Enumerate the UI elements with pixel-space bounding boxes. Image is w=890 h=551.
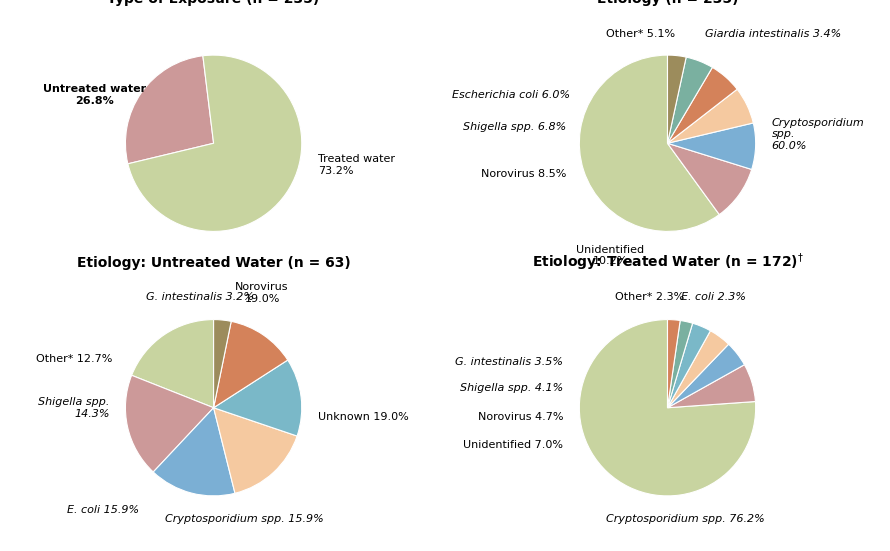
Title: Etiology: Untreated Water (n = 63): Etiology: Untreated Water (n = 63)	[77, 256, 351, 270]
Text: Shigella spp. 4.1%: Shigella spp. 4.1%	[460, 383, 563, 393]
Wedge shape	[668, 323, 710, 408]
Wedge shape	[125, 375, 214, 472]
Text: Cryptosporidium spp. 76.2%: Cryptosporidium spp. 76.2%	[606, 514, 765, 523]
Wedge shape	[214, 320, 231, 408]
Text: Other* 2.3%: Other* 2.3%	[615, 292, 684, 302]
Text: Untreated water
26.8%: Untreated water 26.8%	[43, 84, 146, 106]
Text: Unidentified 7.0%: Unidentified 7.0%	[464, 440, 563, 450]
Text: E. coli 15.9%: E. coli 15.9%	[67, 505, 139, 515]
Text: Cryptosporidium
spp.
60.0%: Cryptosporidium spp. 60.0%	[772, 118, 864, 151]
Text: Treated water
73.2%: Treated water 73.2%	[318, 154, 394, 176]
Wedge shape	[579, 320, 756, 496]
Text: Norovirus
19.0%: Norovirus 19.0%	[235, 282, 289, 304]
Text: Escherichia coli 6.0%: Escherichia coli 6.0%	[452, 90, 570, 100]
Wedge shape	[128, 55, 302, 231]
Title: Etiology: Treated Water (n = 172)$^{\dagger}$: Etiology: Treated Water (n = 172)$^{\dag…	[531, 252, 804, 273]
Wedge shape	[668, 143, 752, 214]
Text: Norovirus 8.5%: Norovirus 8.5%	[481, 169, 566, 179]
Text: E. coli 2.3%: E. coli 2.3%	[681, 292, 746, 302]
Wedge shape	[668, 365, 756, 408]
Text: Shigella spp. 6.8%: Shigella spp. 6.8%	[463, 122, 566, 132]
Text: Other* 5.1%: Other* 5.1%	[606, 29, 676, 39]
Wedge shape	[668, 321, 692, 408]
Text: Unidentified
10.2%: Unidentified 10.2%	[576, 245, 644, 266]
Wedge shape	[668, 331, 729, 408]
Wedge shape	[214, 360, 302, 436]
Wedge shape	[214, 408, 297, 493]
Wedge shape	[668, 89, 753, 143]
Text: Other* 12.7%: Other* 12.7%	[36, 354, 112, 364]
Wedge shape	[579, 55, 719, 231]
Wedge shape	[132, 320, 214, 408]
Wedge shape	[125, 56, 214, 164]
Wedge shape	[668, 320, 680, 408]
Text: Norovirus 4.7%: Norovirus 4.7%	[478, 412, 563, 422]
Wedge shape	[668, 123, 756, 170]
Text: G. intestinalis 3.5%: G. intestinalis 3.5%	[456, 357, 563, 367]
Wedge shape	[668, 55, 686, 143]
Text: Cryptosporidium spp. 15.9%: Cryptosporidium spp. 15.9%	[165, 514, 324, 523]
Wedge shape	[668, 344, 744, 408]
Wedge shape	[668, 67, 737, 143]
Text: Giardia intestinalis 3.4%: Giardia intestinalis 3.4%	[705, 29, 841, 39]
Title: Etiology (n = 235): Etiology (n = 235)	[597, 0, 738, 6]
Title: Type of Exposure (n = 235): Type of Exposure (n = 235)	[108, 0, 320, 6]
Wedge shape	[668, 57, 712, 143]
Text: G. intestinalis 3.2%: G. intestinalis 3.2%	[146, 292, 255, 302]
Wedge shape	[153, 408, 235, 496]
Wedge shape	[214, 321, 287, 408]
Text: Shigella spp.
14.3%: Shigella spp. 14.3%	[38, 397, 109, 419]
Text: Unknown 19.0%: Unknown 19.0%	[318, 412, 409, 422]
